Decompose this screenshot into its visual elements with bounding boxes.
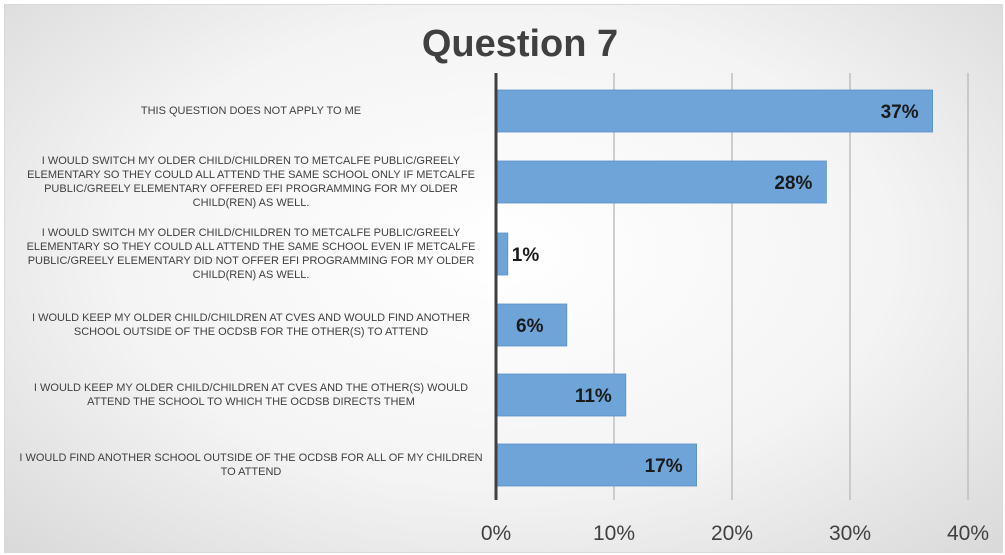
x-tick-label: 40% bbox=[947, 522, 989, 545]
category-label: THIS QUESTION DOES NOT APPLY TO ME bbox=[140, 105, 362, 117]
bar bbox=[495, 232, 509, 276]
bar bbox=[495, 89, 934, 133]
category-label: I WOULD KEEP MY OLDER CHILD/CHILDREN AT … bbox=[33, 382, 469, 408]
x-tick-label: 10% bbox=[593, 522, 635, 545]
bar bbox=[495, 303, 568, 347]
category-label: I WOULD SWITCH MY OLDER CHILD/CHILDREN T… bbox=[27, 155, 475, 209]
category-label: I WOULD KEEP MY OLDER CHILD/CHILDREN AT … bbox=[31, 312, 471, 338]
data-label: 6% bbox=[516, 316, 544, 337]
category-label: I WOULD FIND ANOTHER SCHOOL OUTSIDE OF T… bbox=[19, 452, 483, 478]
data-label: 11% bbox=[575, 386, 612, 407]
category-label: I WOULD SWITCH MY OLDER CHILD/CHILDREN T… bbox=[26, 227, 476, 281]
chart-area: Question 7 0% 10% 20% 30% 40% 37% 28% 1% 6% 11% 17… bbox=[4, 4, 1003, 553]
data-label: 1% bbox=[512, 245, 540, 266]
x-tick-label: 0% bbox=[481, 522, 511, 545]
plot-area: 0% 10% 20% 30% 40% 37% 28% 1% 6% 11% 17% bbox=[481, 73, 989, 545]
data-label: 37% bbox=[881, 102, 919, 123]
data-label: 28% bbox=[774, 173, 812, 194]
chart-title: Question 7 bbox=[421, 23, 619, 65]
data-label: 17% bbox=[645, 456, 683, 477]
bar bbox=[495, 373, 627, 417]
x-tick-label: 20% bbox=[711, 522, 753, 545]
bar bbox=[495, 443, 698, 487]
x-tick-label: 30% bbox=[829, 522, 871, 545]
